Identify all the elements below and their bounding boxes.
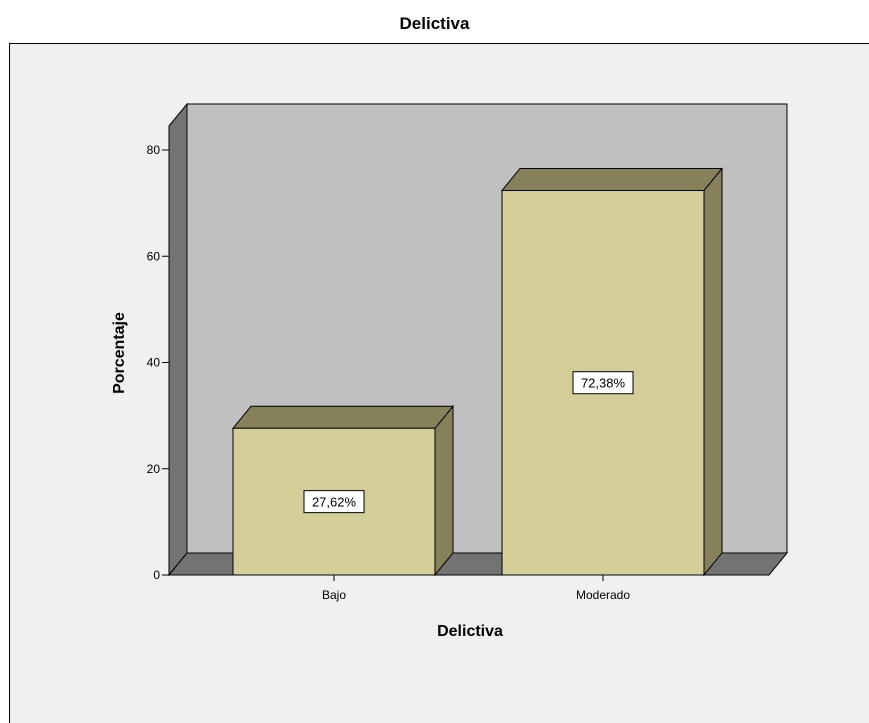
bar-top <box>231 405 455 429</box>
bar-bajo: 27,62% <box>231 404 455 577</box>
y-tick-label: 40 <box>147 356 161 370</box>
chart-title: Delictiva <box>399 14 470 33</box>
y-tick-label: 20 <box>147 462 161 476</box>
bar-moderado: 72,38% <box>500 167 724 577</box>
x-axis: Bajo Moderado <box>322 575 630 602</box>
y-axis-title: Porcentaje <box>111 312 128 394</box>
side-wall <box>168 102 188 577</box>
bar-side <box>703 167 723 577</box>
chart-plot: 0 20 40 60 80 27,62% 72,38% Bajo Moderado Porc… <box>111 102 789 640</box>
y-axis: 0 20 40 60 80 <box>147 126 170 582</box>
y-tick-label: 80 <box>147 143 161 157</box>
bar-top <box>500 167 724 191</box>
x-tick-label: Moderado <box>576 588 630 602</box>
chart-bars: 27,62% 72,38% <box>231 167 724 577</box>
x-tick-label: Bajo <box>322 588 346 602</box>
data-label-box <box>303 490 365 514</box>
data-label-box <box>572 371 634 395</box>
y-tick-label: 60 <box>147 249 161 263</box>
data-label: 27,62% <box>312 495 357 510</box>
data-label: 72,38% <box>581 376 626 391</box>
bar-side <box>434 404 454 577</box>
y-tick-label: 0 <box>153 568 160 582</box>
x-axis-title: Delictiva <box>437 623 503 640</box>
